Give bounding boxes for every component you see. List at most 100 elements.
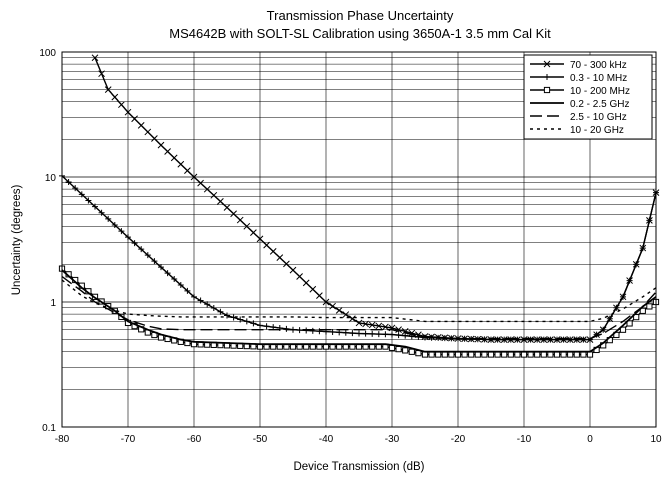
series-4 [61,269,657,353]
series-group [58,54,660,358]
series-line [61,275,657,340]
data-point-marker [217,198,224,205]
data-point-marker [474,351,481,358]
data-point-marker [633,261,640,268]
data-point-marker [243,318,250,325]
data-point-marker [190,173,198,181]
data-point-marker [580,351,587,358]
legend: 70 - 300 kHz 0.3 - 10 MHz 10 - 200 MHz 0.2 … [523,54,653,140]
x-tick-label: -80 [55,434,70,445]
data-point-marker [587,336,593,343]
data-point-marker [322,298,330,306]
data-point-marker [547,336,554,343]
legend-box [523,54,653,140]
data-point-marker [646,217,653,224]
legend-label: 10 - 20 GHz [570,125,624,136]
data-point-marker [567,336,574,343]
data-point-marker [283,325,290,332]
x-tick-label: -30 [385,434,400,445]
data-point-marker [646,303,653,310]
data-point-marker [263,323,270,330]
data-point-marker [382,323,389,331]
data-point-marker [131,115,138,123]
y-tick-label: 10 [45,173,57,184]
data-point-marker [620,293,626,300]
data-point-marker [501,336,508,343]
data-point-marker [309,327,316,334]
data-point-marker [600,326,607,333]
data-point-marker [527,351,534,358]
data-point-marker [626,277,633,284]
data-point-marker [91,54,99,62]
data-point-marker [157,141,165,149]
data-point-marker [85,197,92,204]
data-point-marker [111,93,119,101]
data-point-marker [514,351,521,358]
chart-subtitle: MS4642B with SOLT-SL Calibration using 3… [169,26,551,41]
data-point-marker [619,326,627,333]
data-point-marker [494,336,501,343]
data-point-marker [573,336,580,343]
legend-item: 0.2 - 2.5 GHz [530,99,629,110]
data-point-marker [250,320,257,327]
data-point-marker [98,70,105,78]
data-point-marker [210,191,218,199]
data-point-marker [269,247,277,255]
data-point-marker [170,154,178,162]
data-point-marker [514,336,521,343]
data-point-marker [224,312,230,319]
data-point-marker [626,320,633,327]
data-point-marker [276,254,284,261]
data-point-marker [554,336,560,343]
data-point-marker [355,319,363,327]
data-point-marker [309,285,317,293]
data-point-marker [191,293,197,300]
data-point-marker [613,304,620,311]
data-point-marker [316,328,323,335]
data-point-marker [164,270,171,277]
data-point-marker [553,351,561,358]
data-point-marker [105,215,112,222]
data-point-marker [335,307,343,314]
y-tick-label: 0.1 [42,423,56,434]
data-point-marker [296,327,303,334]
data-point-marker [111,221,118,228]
data-point-marker [92,203,98,210]
data-point-marker [534,336,541,343]
data-point-marker [316,292,323,299]
data-point-marker [389,331,395,338]
data-point-marker [118,228,125,235]
data-point-marker [151,258,158,265]
legend-label: 0.3 - 10 MHz [570,73,627,84]
legend-label: 2.5 - 10 GHz [570,112,627,123]
data-point-marker [481,336,488,343]
series-line [61,279,657,323]
data-point-marker [501,351,508,358]
data-point-marker [210,305,217,312]
legend-item: 2.5 - 10 GHz [530,112,627,123]
legend-item: 70 - 300 kHz [530,60,627,71]
legend-item: 10 - 20 GHz [530,125,624,136]
data-point-marker [633,314,640,321]
data-point-marker [230,210,237,218]
data-point-marker [303,327,310,334]
x-tick-label: -10 [517,434,532,445]
data-point-marker [243,222,251,230]
data-point-marker [342,329,349,336]
x-tick-label: 0 [587,434,593,445]
data-point-marker [461,351,468,358]
data-point-marker [72,185,79,192]
data-point-marker [164,148,171,155]
data-point-marker [197,297,204,304]
data-point-marker [289,266,297,274]
data-point-marker [402,347,409,354]
data-point-marker [468,351,475,358]
data-point-marker [342,311,350,318]
legend-label: 70 - 300 kHz [570,60,627,71]
data-point-marker [131,240,138,247]
data-point-marker [580,336,587,343]
data-point-marker [237,316,244,323]
data-point-marker [540,351,547,358]
